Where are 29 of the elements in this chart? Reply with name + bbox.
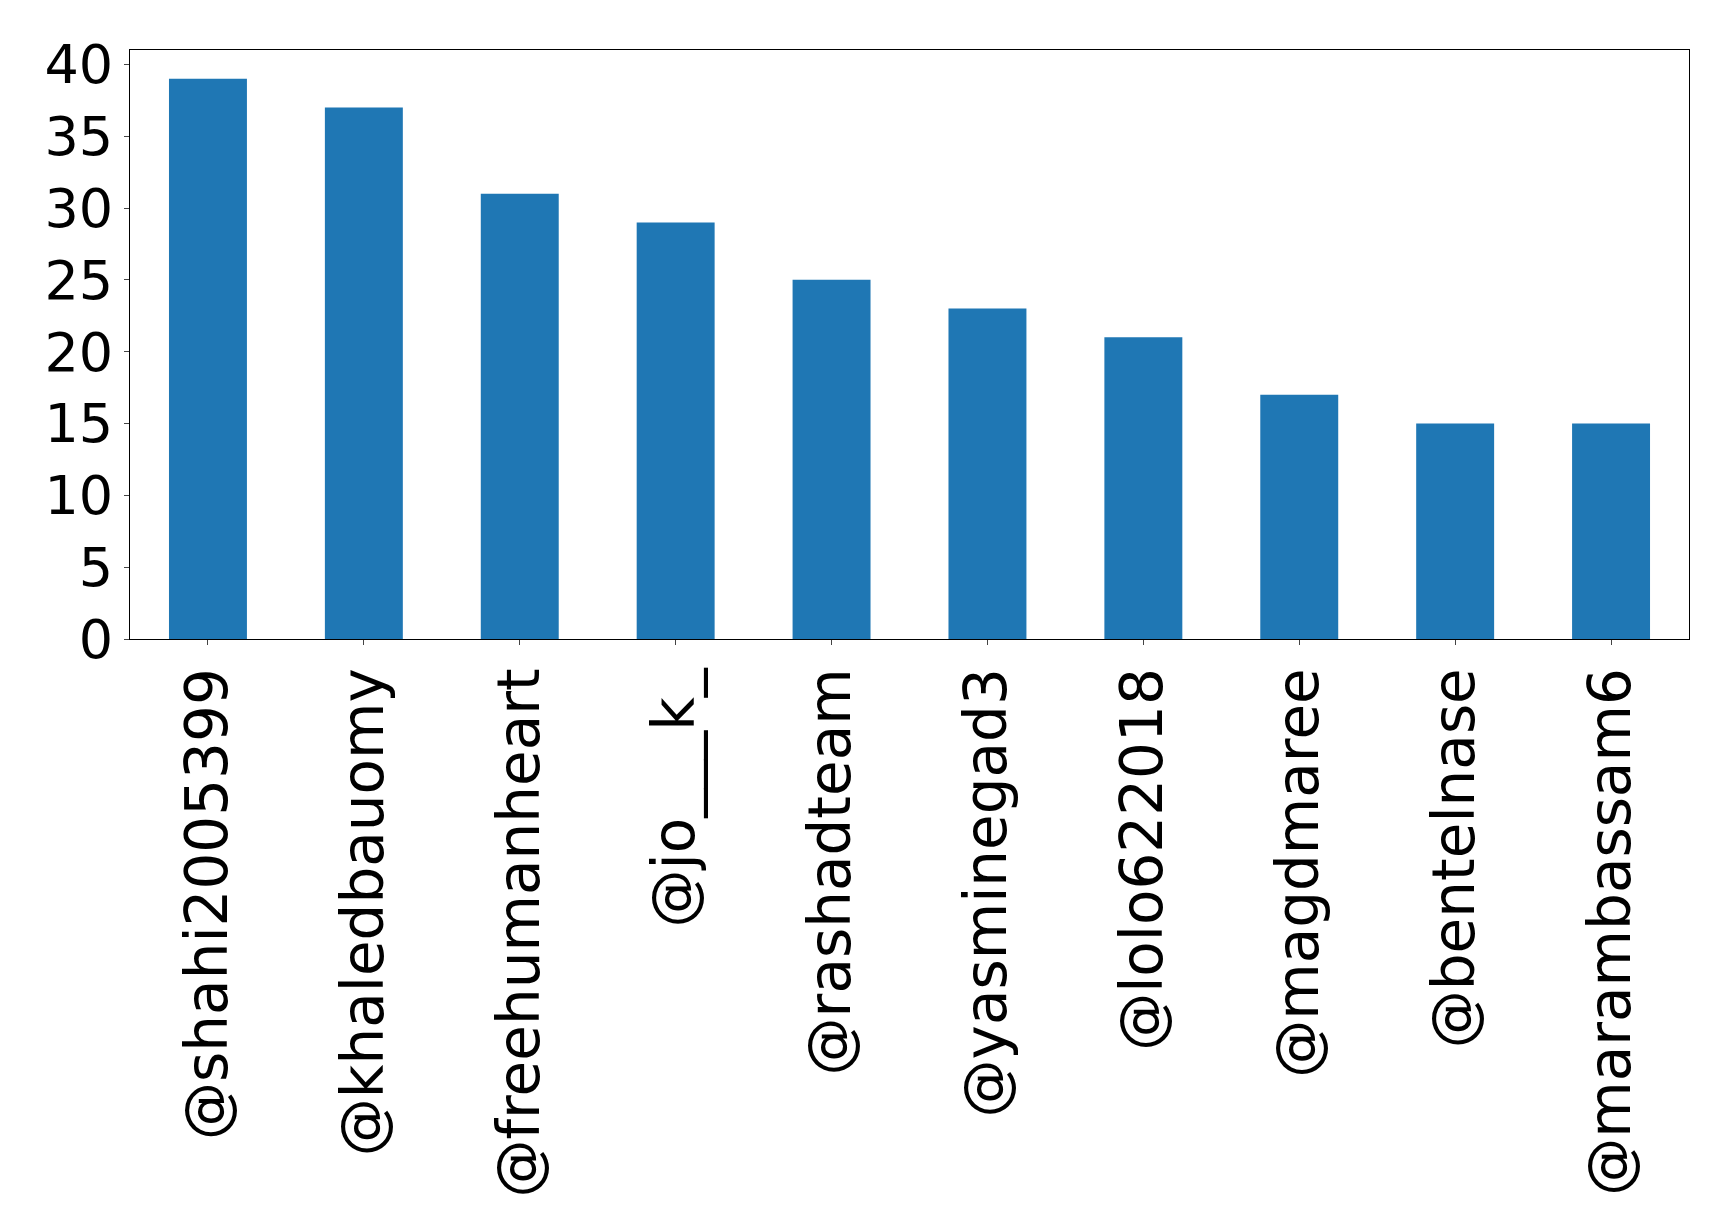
x-tick-label: @shahi2005399 bbox=[172, 668, 241, 1140]
x-tick-label: @marambassam6 bbox=[1575, 668, 1644, 1196]
y-tick-label: 15 bbox=[44, 392, 114, 456]
y-tick-label: 25 bbox=[44, 248, 114, 312]
x-tick-label: @yasminegad3 bbox=[952, 668, 1021, 1118]
y-tick-label: 20 bbox=[44, 320, 114, 384]
bar bbox=[1260, 394, 1339, 639]
bar bbox=[636, 222, 715, 639]
bar bbox=[480, 193, 559, 639]
x-tick-label: @rashadteam bbox=[796, 668, 865, 1076]
y-tick-label: 10 bbox=[44, 464, 114, 528]
y-tick-label: 35 bbox=[44, 105, 114, 169]
bar bbox=[168, 78, 247, 639]
bar bbox=[1104, 337, 1183, 639]
x-tick-label: @magdmaree bbox=[1264, 668, 1333, 1078]
x-tick-label: @lolo622018 bbox=[1108, 668, 1177, 1051]
x-tick-label: @jo___k_ bbox=[640, 667, 709, 928]
y-tick-label: 0 bbox=[78, 607, 114, 671]
x-tick-label: @khaledbauomy bbox=[328, 668, 397, 1157]
bar bbox=[948, 308, 1027, 639]
x-tick-label: @bentelnase bbox=[1420, 668, 1488, 1049]
bar bbox=[792, 279, 871, 639]
y-tick-label: 5 bbox=[78, 536, 114, 600]
bar bbox=[1572, 423, 1651, 639]
y-tick-label: 30 bbox=[44, 176, 114, 240]
x-tick-label: @freehumanheart bbox=[484, 668, 553, 1198]
bar bbox=[1416, 423, 1495, 639]
bar bbox=[324, 107, 403, 639]
y-tick-label: 40 bbox=[44, 33, 114, 97]
